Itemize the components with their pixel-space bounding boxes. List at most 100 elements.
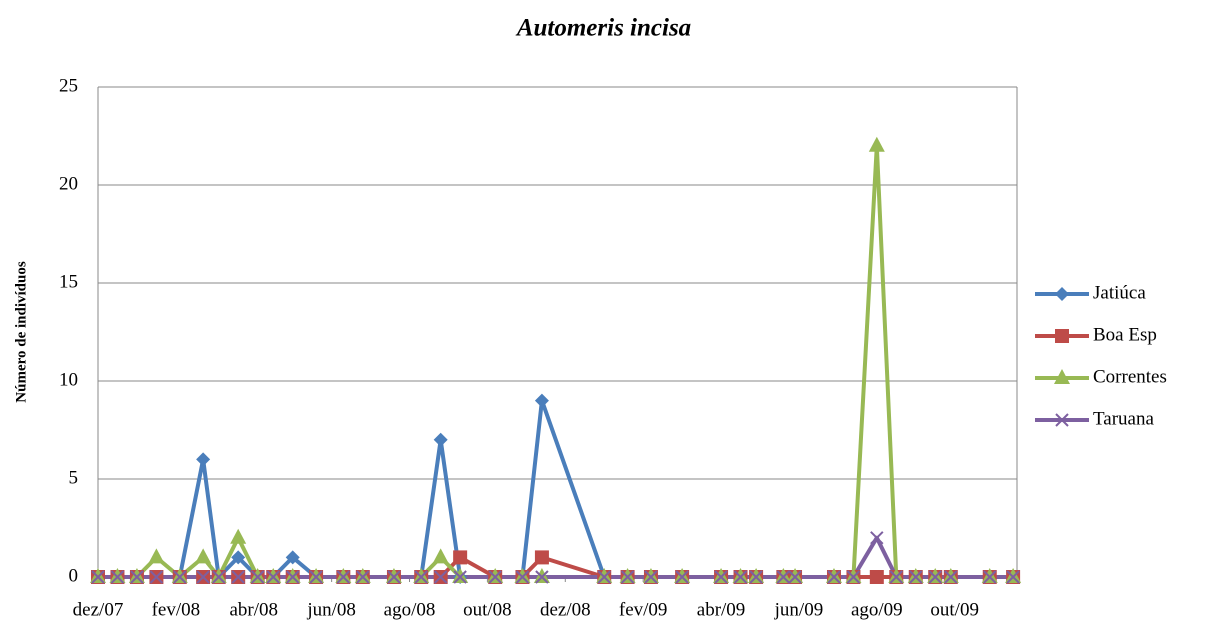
marker [266,570,280,584]
marker [1055,413,1069,427]
marker [487,568,504,583]
marker [110,570,125,584]
marker [907,568,924,583]
marker [230,528,247,544]
x-tick-label: dez/07 [73,599,124,620]
legend-label: Taruana [1093,408,1154,429]
marker [413,568,430,583]
marker [1005,568,1022,583]
marker [714,570,728,584]
marker [433,432,448,447]
marker [981,568,998,583]
marker [231,570,245,584]
marker [195,548,212,564]
marker [285,570,300,584]
marker [846,570,861,584]
x-tick-label: abr/09 [697,599,746,620]
y-tick-label: 15 [59,271,78,292]
marker [284,568,301,583]
marker [231,550,246,565]
marker [928,570,942,584]
marker [453,570,467,584]
marker [827,570,841,584]
marker [674,568,691,583]
marker [868,136,885,152]
marker [149,570,164,584]
marker [356,570,370,584]
marker [250,570,265,584]
marker [869,570,884,584]
marker [870,531,884,545]
marker [196,570,210,584]
marker [1054,369,1070,384]
marker [845,568,862,583]
y-tick-label: 0 [69,565,79,586]
marker [619,568,636,583]
marker [620,570,635,584]
series-line [98,398,1014,579]
marker [534,550,549,565]
x-tick-label: out/08 [463,599,512,620]
x-tick-label: fev/08 [152,599,201,620]
marker [713,568,730,583]
marker [433,570,448,584]
marker [1055,329,1069,343]
chart-title: Automeris incisa [515,15,691,42]
y-tick-label: 25 [59,75,78,96]
marker [515,570,530,584]
x-tick-label: dez/08 [540,599,591,620]
marker [775,568,792,583]
marker [432,548,449,564]
marker [336,570,351,584]
marker [733,570,748,584]
marker [210,568,227,583]
marker [825,568,842,583]
marker [909,570,923,584]
marker [597,570,611,584]
series-line [98,143,1014,579]
marker [212,570,226,584]
legend-label: Boa Esp [1093,324,1157,345]
marker [109,568,126,583]
marker [196,452,211,467]
marker [944,570,958,584]
marker [452,568,469,583]
marker [514,568,531,583]
marker [675,570,689,584]
marker [387,570,401,584]
marker [1006,570,1020,584]
marker [128,568,145,583]
marker [927,568,944,583]
marker [453,550,468,565]
marker [309,570,323,584]
marker [171,568,188,583]
marker [1055,287,1069,301]
y-tick-label: 10 [59,369,78,390]
marker [983,570,997,584]
x-tick-label: out/09 [930,599,979,620]
y-tick-label: 20 [59,173,78,194]
marker [385,568,402,583]
x-tick-label: fev/09 [619,599,668,620]
marker [788,570,802,584]
marker [942,568,959,583]
marker [354,568,371,583]
marker [414,570,428,584]
marker [249,568,266,583]
marker [596,568,613,583]
y-tick-label: 5 [69,467,79,488]
x-tick-label: jun/09 [774,599,824,620]
marker [308,568,325,583]
marker [148,548,165,564]
legend-label: Jatiúca [1093,282,1146,303]
marker [173,570,187,584]
marker [265,568,282,583]
marker [335,568,352,583]
marker [888,568,905,583]
marker [535,570,549,584]
marker [285,550,300,565]
x-tick-label: abr/08 [229,599,278,620]
legend-label: Correntes [1093,366,1167,387]
marker [776,570,791,584]
